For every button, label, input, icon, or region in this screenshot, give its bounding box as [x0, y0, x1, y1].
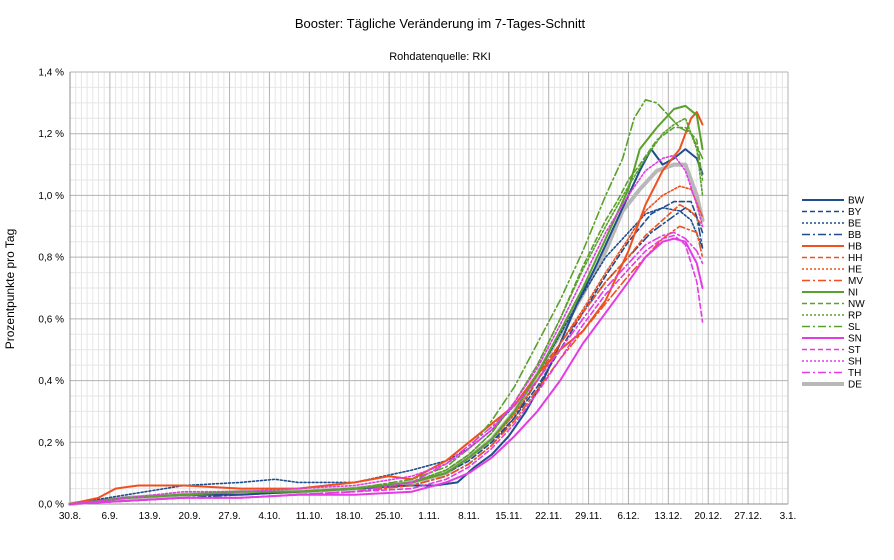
legend-label: RP — [848, 311, 862, 322]
x-tick-label: 3.1. — [780, 511, 797, 522]
x-tick-label: 13.9. — [139, 511, 161, 522]
x-tick-label: 29.11. — [575, 511, 602, 522]
x-tick-label: 25.10. — [375, 511, 403, 522]
legend-item-bw: BW — [802, 196, 865, 207]
series-line-hh — [69, 203, 704, 505]
legend-label: SH — [848, 357, 862, 368]
legend-label: HE — [848, 265, 862, 276]
y-tick-label: 0,6 % — [38, 314, 64, 325]
legend-item-rp: RP — [802, 311, 862, 322]
x-tick-label: 18.10. — [335, 511, 363, 522]
legend-label: TH — [848, 368, 861, 379]
x-tick-label: 11.10. — [296, 511, 323, 522]
chart-subtitle: Rohdatenquelle: RKI — [389, 51, 491, 63]
legend-item-sh: SH — [802, 357, 862, 368]
legend-label: BY — [848, 207, 862, 218]
legend-item-he: HE — [802, 265, 862, 276]
legend-item-sl: SL — [802, 322, 861, 333]
x-tick-label: 1.11. — [418, 511, 440, 522]
y-tick-label: 1,2 % — [38, 129, 64, 140]
legend-label: BE — [848, 219, 862, 230]
x-tick-label: 13.12. — [654, 511, 682, 522]
series-group — [68, 99, 705, 506]
legend-label: MV — [848, 276, 863, 287]
legend-label: SL — [848, 322, 861, 333]
legend-item-hb: HB — [802, 242, 862, 253]
x-tick-label: 15.11. — [495, 511, 522, 522]
legend-label: BB — [848, 230, 862, 241]
x-tick-label: 6.9. — [102, 511, 119, 522]
y-tick-label: 0,2 % — [38, 438, 64, 449]
legend-item-nw: NW — [802, 299, 865, 310]
x-tick-label: 20.12. — [694, 511, 722, 522]
grid — [69, 71, 789, 505]
legend-label: SN — [848, 334, 862, 345]
series-line-sh — [69, 154, 704, 505]
y-tick-label: 0,0 % — [38, 500, 64, 511]
legend-item-sn: SN — [802, 334, 862, 345]
series-line-bb — [69, 207, 704, 505]
series-line-th — [69, 231, 704, 505]
x-tick-label: 20.9. — [179, 511, 201, 522]
legend-label: ST — [848, 345, 861, 356]
x-tick-label: 27.12. — [734, 511, 762, 522]
legend-item-be: BE — [802, 219, 862, 230]
legend-label: HB — [848, 242, 862, 253]
x-tick-label: 8.11. — [458, 511, 480, 522]
legend-label: HH — [848, 253, 862, 264]
legend-item-ni: NI — [802, 288, 858, 299]
y-tick-label: 0,8 % — [38, 253, 64, 264]
legend-label: NW — [848, 299, 865, 310]
axes: 30.8. 6.9. 13.9. 20.9. 27.9. 4.10. 11.10. 18.10… — [38, 68, 796, 523]
legend-item-hh: HH — [802, 253, 862, 264]
x-tick-label: 4.10. — [258, 511, 280, 522]
legend-item-mv: MV — [802, 276, 863, 287]
chart-title: Booster: Tägliche Veränderung im 7-Tages… — [295, 16, 586, 31]
x-tick-label: 22.11. — [535, 511, 562, 522]
legend-item-th: TH — [802, 368, 861, 379]
legend-item-de: DE — [802, 380, 862, 391]
y-axis-label: Prozentpunkte pro Tag — [3, 229, 17, 350]
legend-label: DE — [848, 380, 862, 391]
legend-item-by: BY — [802, 207, 862, 218]
y-tick-label: 1,4 % — [38, 68, 64, 79]
legend-item-bb: BB — [802, 230, 862, 241]
series-line-sl — [69, 99, 704, 505]
legend-label: NI — [848, 288, 858, 299]
series-line-mv — [69, 225, 704, 505]
x-tick-label: 27.9. — [218, 511, 240, 522]
x-tick-label: 30.8. — [59, 511, 81, 522]
series-line-hb — [69, 111, 704, 505]
legend-label: BW — [848, 196, 865, 207]
y-tick-label: 0,4 % — [38, 376, 64, 387]
legend-item-st: ST — [802, 345, 861, 356]
y-tick-label: 1,0 % — [38, 191, 64, 202]
x-tick-label: 6.12. — [617, 511, 639, 522]
